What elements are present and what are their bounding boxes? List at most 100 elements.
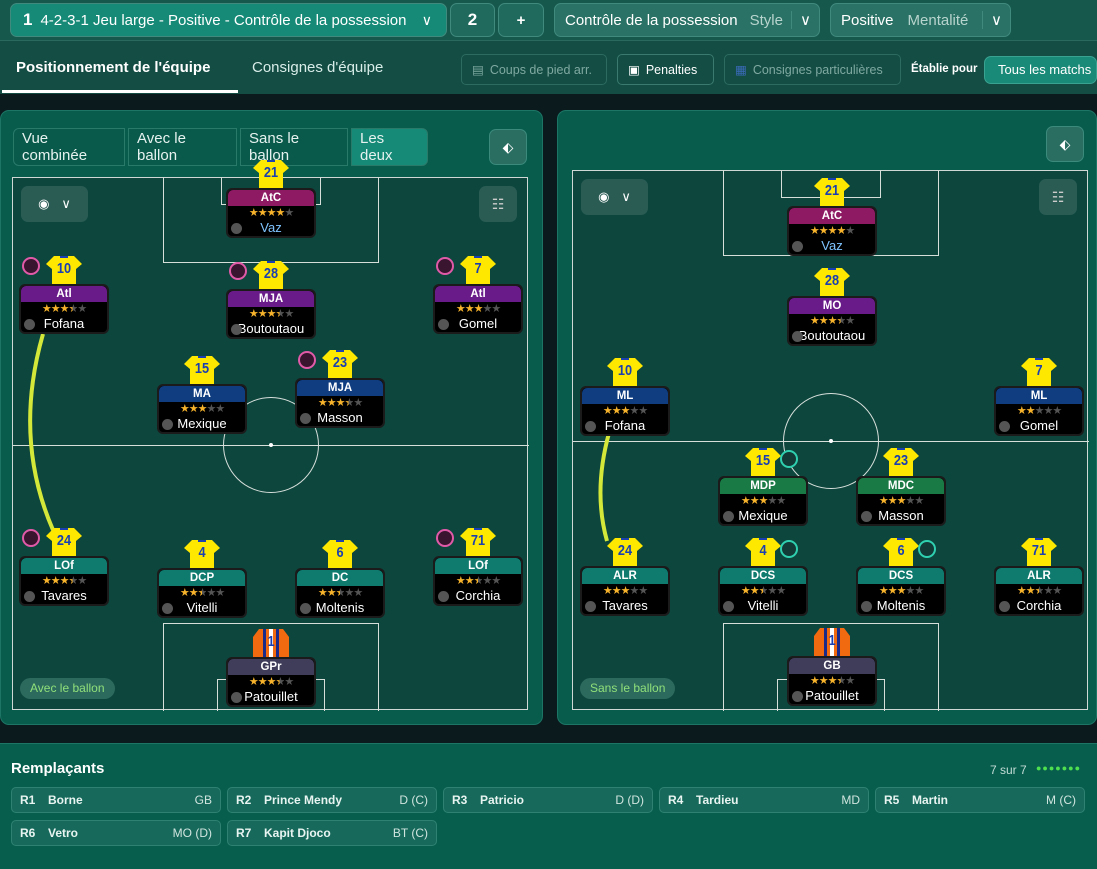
mentality-selector[interactable]: Positive Mentalité ∨ [830, 3, 1011, 37]
tab-team-instructions[interactable]: Consignes d'équipe [252, 59, 384, 76]
add-tactic-button[interactable]: + [498, 3, 544, 37]
player-name: Vitelli [747, 598, 779, 613]
avatar-icon [585, 601, 596, 612]
substitute-item[interactable]: R6 Vetro MO (D) [11, 820, 221, 846]
view-tab-in-possession[interactable]: Avec le ballon [128, 128, 237, 166]
player-card[interactable]: DCS ★★★★★ Moltenis [856, 566, 946, 616]
star-icon: ★ [809, 225, 820, 237]
star-icon: ★ [845, 315, 855, 327]
player-card[interactable]: DC ★★★★★ Moltenis [295, 568, 385, 618]
star-rating: ★★★★★ [582, 404, 668, 418]
player-card[interactable]: Atl ★★★★★ Gomel [433, 284, 523, 334]
special-instructions-button[interactable]: ▦ Consignes particulières [724, 54, 901, 85]
star-icon: ★ [809, 315, 820, 327]
player-card[interactable]: GB ★★★★★ Patouillet [787, 656, 877, 706]
star-icon: ★ [1034, 405, 1045, 417]
player-card[interactable]: MJA ★★★★★ Masson [295, 378, 385, 428]
swap-icon[interactable]: ⬖ [1046, 126, 1084, 162]
player-role: ALR [582, 568, 668, 584]
player-role: DCP [159, 570, 245, 586]
player-card[interactable]: ML ★★★★★ Gomel [994, 386, 1084, 436]
player-card[interactable]: MA ★★★★★ Mexique [157, 384, 247, 434]
grid-icon[interactable]: ☷ [479, 186, 517, 222]
star-icon: ★ [749, 585, 760, 597]
tactic-1-selector[interactable]: 1 4-2-3-1 Jeu large - Positive - Contrôl… [10, 3, 447, 37]
view-tab-combined[interactable]: Vue combinée [13, 128, 125, 166]
set-for-selector[interactable]: Tous les matchs [984, 56, 1097, 84]
penalty-box-bottom [723, 623, 939, 711]
player-name-row: Fofana [21, 316, 107, 332]
player-shirt: 24 [607, 536, 643, 566]
centre-circle [223, 397, 319, 493]
star-icon: ★ [776, 495, 786, 507]
substitute-item[interactable]: R3 Patricio D (D) [443, 787, 653, 813]
player-card[interactable]: LOf ★★★★★ Corchia [433, 556, 523, 606]
tab-team-positioning[interactable]: Positionnement de l'équipe [16, 59, 211, 76]
star-icon: ★ [620, 405, 631, 417]
player-name: Vitelli [186, 600, 218, 615]
player-shirt: 21 [814, 176, 850, 206]
eye-icon: ◉ [598, 189, 610, 204]
player-shirt: 23 [322, 348, 358, 378]
star-icon: ★ [335, 397, 346, 409]
star-icon: ★ [758, 495, 769, 507]
player-shirt: 71 [1021, 536, 1057, 566]
star-icon: ★ [59, 303, 70, 315]
shirt-number: 10 [56, 260, 72, 277]
penalty-icon: ▣ [628, 63, 640, 77]
star-icon: ★ [818, 675, 829, 687]
player-card[interactable]: MDP ★★★★★ Mexique [718, 476, 808, 526]
player-shirt: 15 [745, 446, 781, 476]
star-icon: ★ [464, 303, 475, 315]
player-card[interactable]: DCP ★★★★★ Vitelli [157, 568, 247, 618]
tactic-2-button[interactable]: 2 [450, 3, 495, 37]
penalties-button[interactable]: ▣ Penalties [617, 54, 714, 85]
visibility-toggle[interactable]: ◉ ∨ [581, 179, 648, 215]
substitute-item[interactable]: R1 Borne GB [11, 787, 221, 813]
star-icon: ★ [905, 585, 915, 597]
player-name-row: Masson [858, 508, 944, 524]
player-card[interactable]: ALR ★★★★★ Tavares [580, 566, 670, 616]
style-selector[interactable]: Contrôle de la possession Style ∨ [554, 3, 820, 37]
player-card[interactable]: MDC ★★★★★ Masson [856, 476, 946, 526]
chevron-down-icon: ∨ [791, 11, 819, 29]
star-rating: ★★★★★ [228, 675, 314, 689]
swap-icon[interactable]: ⬖ [489, 129, 527, 165]
player-card[interactable]: MJA ★★★★★ Boutoutaou [226, 289, 316, 339]
player-card[interactable]: LOf ★★★★★ Tavares [19, 556, 109, 606]
player-card[interactable]: AtC ★★★★★ Vaz [226, 188, 316, 238]
player-name-row: Patouillet [789, 688, 875, 704]
substitute-item[interactable]: R4 Tardieu MD [659, 787, 869, 813]
grid-icon[interactable]: ☷ [1039, 179, 1077, 215]
player-card[interactable]: DCS ★★★★★ Vitelli [718, 566, 808, 616]
player-name-row: Tavares [21, 588, 107, 604]
view-tab-both[interactable]: Les deux [351, 128, 428, 166]
star-icon: ★ [455, 303, 466, 315]
player-card[interactable]: Atl ★★★★★ Fofana [19, 284, 109, 334]
substitute-item[interactable]: R5 Martin M (C) [875, 787, 1085, 813]
visibility-toggle[interactable]: ◉ ∨ [21, 186, 88, 222]
star-icon: ★ [284, 207, 294, 219]
player-shirt: 4 [745, 536, 781, 566]
star-icon: ★ [602, 585, 613, 597]
player-card[interactable]: ML ★★★★★ Fofana [580, 386, 670, 436]
star-icon: ★ [257, 308, 268, 320]
player-name-row: Tavares [582, 598, 668, 614]
set-pieces-button[interactable]: ▤ Coups de pied arr. [461, 54, 607, 85]
set-pieces-label: Coups de pied arr. [489, 62, 592, 77]
substitute-item[interactable]: R7 Kapit Djoco BT (C) [227, 820, 437, 846]
star-icon: ★ [896, 585, 907, 597]
star-icon: ★ [836, 225, 846, 237]
star-icon: ★ [77, 303, 87, 315]
substitute-item[interactable]: R2 Prince Mendy D (C) [227, 787, 437, 813]
avatar-icon [438, 591, 449, 602]
player-card[interactable]: GPr ★★★★★ Patouillet [226, 657, 316, 707]
player-card[interactable]: ALR ★★★★★ Corchia [994, 566, 1084, 616]
view-tab-out-of-possession[interactable]: Sans le ballon [240, 128, 348, 166]
star-icon: ★ [50, 575, 61, 587]
player-card[interactable]: AtC ★★★★★ Vaz [787, 206, 877, 256]
star-icon: ★ [905, 495, 915, 507]
player-card[interactable]: MO ★★★★★ Boutoutaou [787, 296, 877, 346]
star-icon: ★ [809, 675, 820, 687]
player-name-row: Moltenis [297, 600, 383, 616]
